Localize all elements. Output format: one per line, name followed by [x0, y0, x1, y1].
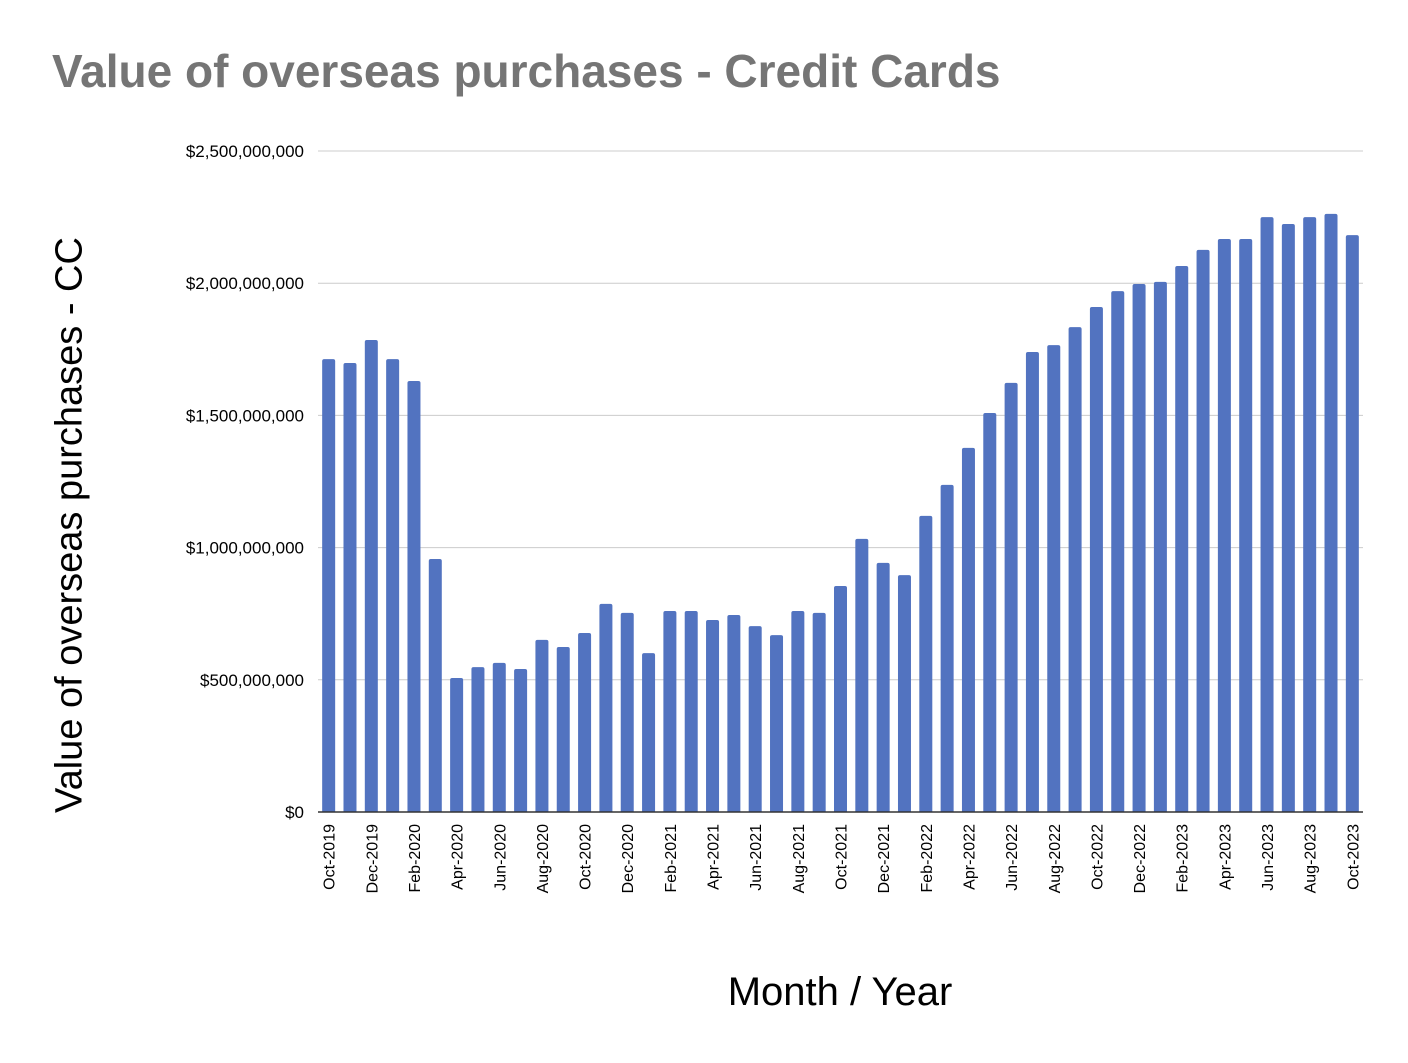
bar	[1260, 217, 1274, 813]
x-tick-label: Apr-2020	[450, 824, 467, 890]
bar	[599, 603, 613, 812]
bar	[386, 359, 400, 812]
x-tick-label: Oct-2023	[1345, 824, 1362, 890]
bar	[1153, 281, 1167, 812]
bar	[1217, 239, 1231, 813]
x-tick-label: Oct-2021	[834, 824, 851, 890]
bar	[770, 635, 784, 812]
bar	[578, 633, 592, 812]
bar	[364, 340, 378, 812]
bar	[343, 363, 357, 812]
x-tick-label: Aug-2021	[791, 824, 808, 893]
bar	[1345, 235, 1359, 812]
x-tick-label: Jun-2020	[492, 824, 509, 891]
chart-title: Value of overseas purchases - Credit Car…	[52, 45, 1001, 97]
bar	[961, 447, 975, 812]
y-tick-label: $2,500,000,000	[186, 142, 304, 161]
x-tick-label: Feb-2023	[1175, 824, 1192, 893]
x-tick-label: Jun-2022	[1004, 824, 1021, 891]
bar	[1047, 345, 1061, 812]
bar	[322, 359, 336, 812]
x-tick-label: Aug-2022	[1047, 824, 1064, 893]
bar	[450, 677, 464, 812]
bar	[1004, 382, 1018, 812]
x-tick-label: Dec-2019	[364, 824, 381, 893]
bar	[407, 381, 421, 812]
bar	[663, 611, 677, 812]
bar	[855, 538, 869, 812]
bar	[791, 611, 805, 812]
bar	[492, 662, 506, 812]
x-tick-label: Dec-2020	[620, 824, 637, 893]
bar	[812, 612, 826, 812]
bar	[897, 575, 911, 812]
y-tick-label: $2,000,000,000	[186, 274, 304, 293]
x-tick-label: Dec-2022	[1132, 824, 1149, 893]
bar	[1132, 283, 1146, 813]
bar	[428, 558, 442, 812]
bar	[471, 667, 485, 812]
x-tick-label: Jun-2021	[748, 824, 765, 891]
y-tick-label: $1,500,000,000	[186, 406, 304, 425]
bar	[1196, 249, 1210, 812]
x-tick-label: Dec-2021	[876, 824, 893, 893]
y-tick-label: $0	[285, 803, 304, 822]
bar	[1281, 223, 1295, 813]
bar	[834, 585, 847, 812]
x-tick-label: Jun-2023	[1260, 824, 1277, 891]
x-tick-label: Apr-2023	[1217, 824, 1234, 890]
bar	[684, 611, 698, 812]
x-axis-label: Month / Year	[727, 970, 953, 1014]
bar	[983, 413, 997, 812]
x-tick-label: Feb-2021	[663, 824, 680, 893]
x-tick-label: Apr-2021	[706, 824, 723, 890]
bar	[1239, 239, 1253, 813]
bar	[919, 515, 933, 812]
bar	[727, 615, 741, 812]
bar	[748, 626, 762, 812]
bar	[1303, 217, 1317, 813]
bar	[514, 668, 528, 812]
x-tick-label: Oct-2020	[578, 824, 595, 890]
x-tick-label: Oct-2022	[1089, 824, 1106, 890]
x-tick-label: Aug-2023	[1303, 824, 1320, 893]
x-tick-label: Apr-2022	[961, 824, 978, 890]
bar	[1324, 213, 1338, 813]
bar	[642, 653, 656, 812]
bar	[1111, 291, 1125, 813]
bar	[876, 562, 890, 812]
y-tick-label: $1,000,000,000	[186, 539, 304, 558]
bar	[620, 612, 634, 812]
x-tick-label: Feb-2020	[407, 824, 424, 893]
bar	[535, 639, 549, 812]
y-tick-label: $500,000,000	[200, 671, 304, 690]
bar	[1089, 306, 1103, 812]
bar	[940, 484, 954, 812]
bar	[1025, 351, 1039, 812]
bar	[556, 647, 570, 812]
x-tick-label: Oct-2019	[322, 824, 339, 890]
bar	[1068, 327, 1082, 812]
x-tick-label: Feb-2022	[919, 824, 936, 893]
bar	[706, 620, 720, 812]
x-tick-label: Aug-2020	[535, 824, 552, 893]
bar	[1175, 266, 1189, 812]
